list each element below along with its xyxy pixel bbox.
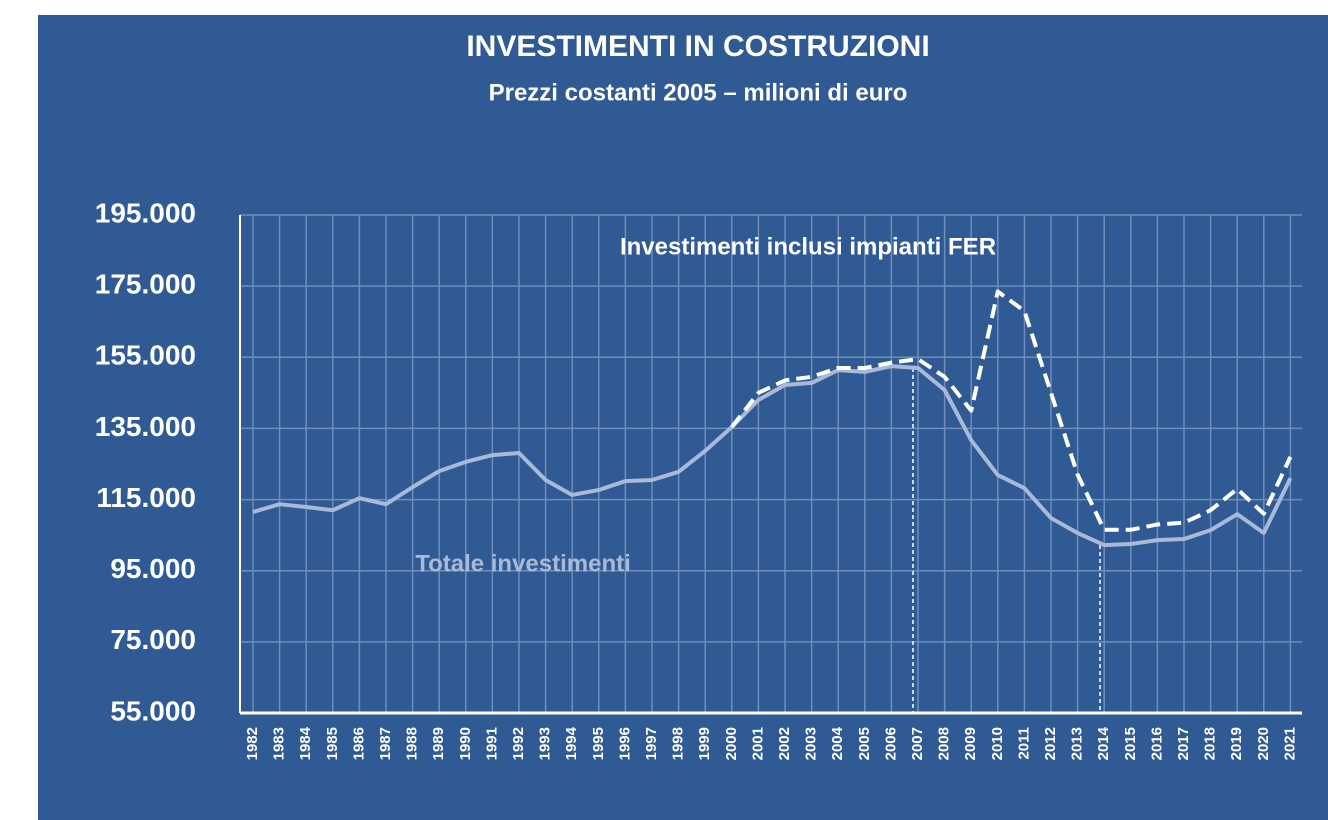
x-tick-label: 2018 — [1202, 727, 1219, 760]
x-tick-label: 1993 — [537, 727, 554, 760]
x-tick-label: 2016 — [1148, 727, 1165, 760]
x-tick-label: 2012 — [1042, 727, 1059, 760]
chart-subtitle: Prezzi costanti 2005 – milioni di euro — [489, 79, 908, 106]
y-tick-label: 155.000 — [95, 340, 196, 371]
x-tick-label: 1996 — [616, 727, 633, 760]
x-tick-label: 2021 — [1281, 727, 1298, 760]
y-tick-label: 135.000 — [95, 411, 196, 442]
x-tick-label: 1984 — [297, 726, 314, 760]
series-line — [252, 364, 1293, 548]
x-tick-label: 1995 — [590, 727, 607, 760]
x-tick-label: 2010 — [989, 727, 1006, 760]
x-tick-label: 2004 — [829, 726, 846, 760]
y-tick-label: 95.000 — [110, 553, 196, 584]
x-tick-label: 2005 — [856, 727, 873, 760]
x-tick-label: 1983 — [271, 727, 288, 760]
panel — [38, 15, 1328, 820]
x-tick-label: 2020 — [1255, 727, 1272, 760]
x-tick-label: 2011 — [1015, 727, 1032, 760]
x-tick-label: 2009 — [962, 727, 979, 760]
series-label: Investimenti inclusi impianti FER — [620, 233, 996, 260]
x-tick-label: 1988 — [404, 727, 421, 760]
series-line — [730, 289, 1293, 532]
x-tick-label: 1990 — [457, 727, 474, 760]
x-tick-label: 1999 — [696, 727, 713, 760]
x-tick-label: 2006 — [882, 727, 899, 760]
x-tick-label: 1982 — [244, 727, 261, 760]
x-tick-label: 2000 — [723, 727, 740, 760]
x-tick-label: 1986 — [350, 727, 367, 760]
y-tick-label: 195.000 — [95, 197, 196, 228]
x-tick-label: 1987 — [377, 727, 394, 760]
x-tick-label: 2017 — [1175, 727, 1192, 760]
chart-title: INVESTIMENTI IN COSTRUZIONI — [466, 30, 929, 63]
y-tick-label: 115.000 — [96, 482, 196, 513]
x-tick-label: 1992 — [510, 727, 527, 760]
x-tick-label: 2015 — [1122, 727, 1139, 760]
x-tick-label: 2001 — [749, 727, 766, 760]
x-tick-label: 2013 — [1069, 727, 1086, 760]
x-tick-label: 1991 — [483, 727, 500, 760]
y-tick-label: 175.000 — [95, 269, 196, 300]
x-tick-label: 1994 — [563, 726, 580, 760]
y-tick-label: 55.000 — [110, 695, 196, 726]
x-tick-label: 1998 — [670, 727, 687, 760]
x-tick-label: 2002 — [776, 727, 793, 760]
series-label: Totale investimenti — [415, 550, 631, 577]
x-tick-label: 2014 — [1095, 726, 1112, 760]
x-tick-label: 1989 — [430, 727, 447, 760]
y-tick-label: 75.000 — [110, 624, 196, 655]
x-tick-label: 1985 — [324, 727, 341, 760]
x-tick-label: 2003 — [803, 727, 820, 760]
x-tick-label: 2008 — [936, 727, 953, 760]
x-tick-label: 2007 — [909, 727, 926, 760]
x-tick-label: 1997 — [643, 727, 660, 760]
x-tick-label: 2019 — [1228, 727, 1245, 760]
